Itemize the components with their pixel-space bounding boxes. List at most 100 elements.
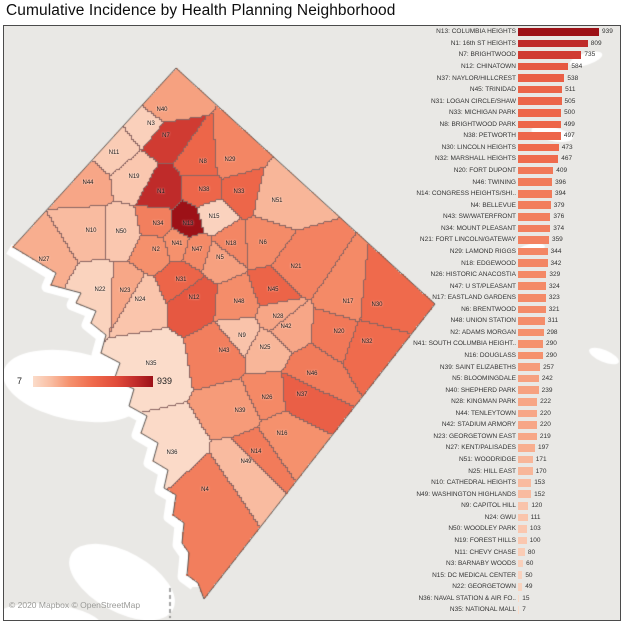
bar-row: N10: CATHEDRAL HEIGHTS 153 [4, 478, 620, 488]
bar-category-label: N13: COLUMBIA HEIGHTS [436, 28, 516, 36]
bar-rect[interactable] [518, 62, 569, 71]
bar-rect[interactable] [518, 351, 544, 360]
bar-rect[interactable] [518, 39, 588, 48]
bar-row: N49: WASHINGTON HIGHLANDS 152 [4, 490, 620, 500]
bar-rect[interactable] [518, 120, 562, 129]
bar-rect[interactable] [518, 490, 532, 499]
bar-rect[interactable] [518, 259, 548, 267]
bar-value-label: 50 [525, 571, 533, 579]
bar-row: N47: U ST/PLEASANT 324 [4, 282, 620, 292]
bar-category-label: N8: BRIGHTWOOD PARK [439, 120, 516, 128]
bar-rect[interactable] [518, 109, 562, 117]
bar-rect[interactable] [518, 363, 541, 371]
neighborhood-label: N22 [94, 287, 106, 293]
neighborhood-label: N7 [162, 133, 170, 139]
neighborhood-label: N31 [175, 277, 187, 283]
bar-rect[interactable] [518, 201, 551, 210]
neighborhood-label: N36 [166, 450, 178, 456]
bar-value-label: 220 [539, 409, 551, 417]
bar-value-label: 323 [548, 294, 560, 302]
bar-rect[interactable] [518, 224, 551, 233]
bar-rect[interactable] [518, 166, 554, 175]
bar-row: N42: STADIUM ARMORY 220 [4, 420, 620, 430]
bar-rect[interactable] [518, 502, 529, 510]
bar-row: N25: HILL EAST 170 [4, 467, 620, 477]
bar-rect[interactable] [518, 85, 563, 94]
bar-value-label: 15 [522, 594, 530, 602]
bar-value-label: 511 [565, 86, 576, 94]
neighborhood-label: N9 [238, 333, 246, 339]
bar-value-label: 396 [555, 178, 567, 186]
bar-rect[interactable] [518, 374, 539, 383]
bar-category-label: N14: CONGRESS HEIGHTS/SHI.. [416, 190, 516, 198]
bar-value-label: 344 [550, 247, 562, 255]
bar-category-label: N42: STADIUM ARMORY [441, 421, 516, 429]
bar-category-label: N49: WASHINGTON HIGHLANDS [416, 490, 516, 498]
bar-row: N20: FORT DUPONT 409 [4, 166, 620, 176]
bar-rect[interactable] [518, 247, 548, 256]
neighborhood-label: N34 [152, 221, 164, 227]
bar-category-label: N39: SAINT ELIZABETHS [439, 363, 516, 371]
bar-rect[interactable] [518, 409, 537, 418]
bar-category-label: N27: KENT/PALISADES [445, 444, 516, 452]
bar-rect[interactable] [518, 143, 559, 152]
bar-value-label: 100 [529, 536, 541, 544]
bar-row: N45: TRINIDAD 511 [4, 85, 620, 95]
bar-rect[interactable] [518, 594, 520, 603]
bar-rect[interactable] [518, 559, 524, 568]
bar-rect[interactable] [518, 386, 539, 395]
bar-row: N48: UNION STATION 311 [4, 316, 620, 326]
bar-rect[interactable] [518, 189, 552, 198]
bar-row: N51: WOODRIDGE 171 [4, 455, 620, 465]
bar-rect[interactable] [518, 213, 551, 221]
bar-rect[interactable] [518, 455, 533, 464]
bar-rect[interactable] [518, 432, 537, 441]
bar-category-label: N50: WOODLEY PARK [448, 525, 516, 533]
bar-rect[interactable] [518, 525, 527, 533]
neighborhood-label: N44 [82, 180, 94, 186]
bar-rect[interactable] [518, 467, 533, 475]
bar-rect[interactable] [518, 51, 582, 59]
bar-rect[interactable] [518, 571, 523, 579]
bar-rect[interactable] [518, 28, 599, 36]
bar-row: N40: SHEPHERD PARK 239 [4, 386, 620, 396]
bar-rect[interactable] [518, 513, 528, 522]
bar-category-label: N10: CATHEDRAL HEIGHTS [431, 479, 516, 487]
bar-rect[interactable] [518, 340, 544, 348]
bar-category-label: N6: BRENTWOOD [461, 305, 516, 313]
bar-category-label: N34: MOUNT PLEASANT [440, 224, 516, 232]
bar-rect[interactable] [518, 328, 544, 337]
bar-category-label: N18: EDGEWOOD [461, 259, 516, 267]
bar-value-label: 242 [541, 375, 553, 383]
bar-rect[interactable] [518, 536, 527, 545]
bar-value-label: 197 [537, 444, 549, 452]
bar-rect[interactable] [518, 178, 553, 186]
bar-category-label: N41: SOUTH COLUMBIA HEIGHT.. [413, 340, 516, 348]
bar-rect[interactable] [518, 97, 562, 106]
bar-rect[interactable] [518, 421, 537, 429]
legend-min-value: 7 [17, 376, 23, 386]
bar-rect[interactable] [518, 74, 565, 82]
bar-category-label: N2: ADAMS MORGAN [450, 328, 516, 336]
bar-rect[interactable] [518, 236, 549, 244]
bar-rect[interactable] [518, 606, 520, 614]
bar-rect[interactable] [518, 270, 547, 279]
bar-row: N21: FORT LINCOLN/GATEWAY 359 [4, 235, 620, 245]
bar-row: N43: SW/WATERFRONT 376 [4, 212, 620, 222]
bar-rect[interactable] [518, 132, 561, 140]
bar-rect[interactable] [518, 398, 538, 406]
bar-rect[interactable] [518, 305, 546, 314]
bar-rect[interactable] [518, 155, 559, 163]
bar-rect[interactable] [518, 548, 525, 556]
bar-rect[interactable] [518, 317, 545, 325]
bar-rect[interactable] [518, 478, 532, 487]
dc-choropleth-map[interactable] [4, 26, 620, 620]
bar-rect[interactable] [518, 444, 535, 452]
bar-rect[interactable] [518, 282, 546, 290]
bar-rect[interactable] [518, 293, 546, 302]
neighborhood-label: N4 [201, 487, 209, 493]
neighborhood-label: N30 [371, 302, 383, 308]
bar-rect[interactable] [518, 582, 523, 591]
bar-category-label: N19: FOREST HILLS [454, 536, 516, 544]
bar-category-label: N43: SW/WATERFRONT [443, 213, 516, 221]
